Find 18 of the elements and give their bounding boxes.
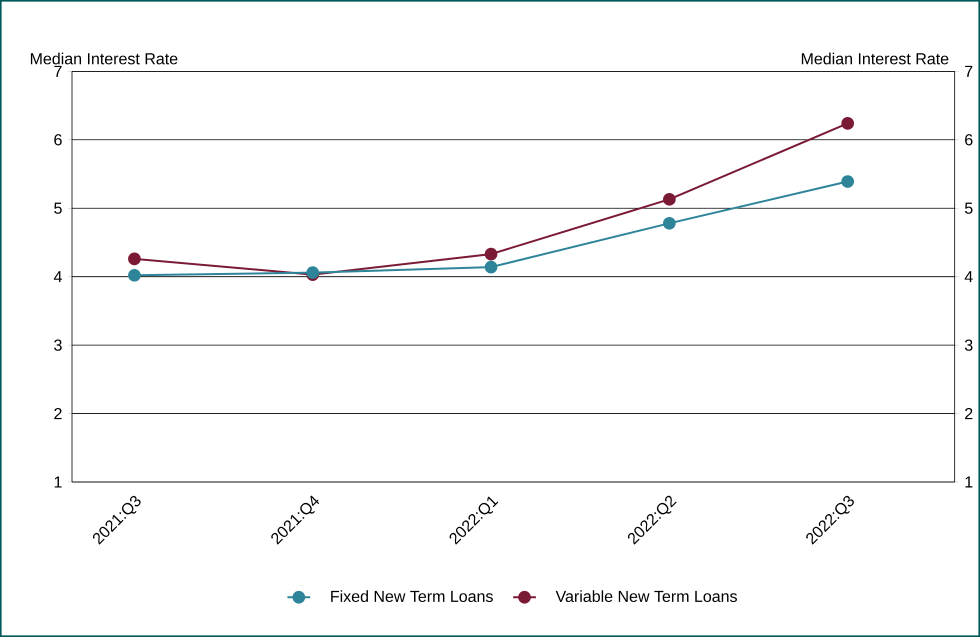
y-tick-label: 5 [54, 202, 62, 214]
y2-tick-label: 4 [964, 271, 973, 282]
y-tick-label: 1 [54, 476, 62, 488]
y2-tick-label: 2 [965, 408, 972, 420]
legend-label: Fixed New Term Loans [331, 590, 493, 602]
y-tick-label: 3 [54, 339, 62, 351]
y-axis-title: Median Interest Rate [30, 52, 178, 64]
y-tick-label: 4 [54, 271, 62, 282]
y2-tick-label: 5 [964, 202, 973, 214]
y-tick-label: 2 [54, 408, 62, 420]
y-tick-label: 7 [54, 66, 62, 77]
y2-tick-label: 7 [965, 66, 972, 77]
y2-axis-title: Median Interest Rate [802, 52, 948, 64]
y-tick-label: 6 [54, 134, 62, 146]
legend-label: Variable New Term Loans [556, 590, 737, 602]
y2-tick-label: 3 [964, 339, 972, 351]
y2-tick-label: 6 [965, 134, 972, 146]
y2-tick-label: 1 [966, 476, 972, 488]
